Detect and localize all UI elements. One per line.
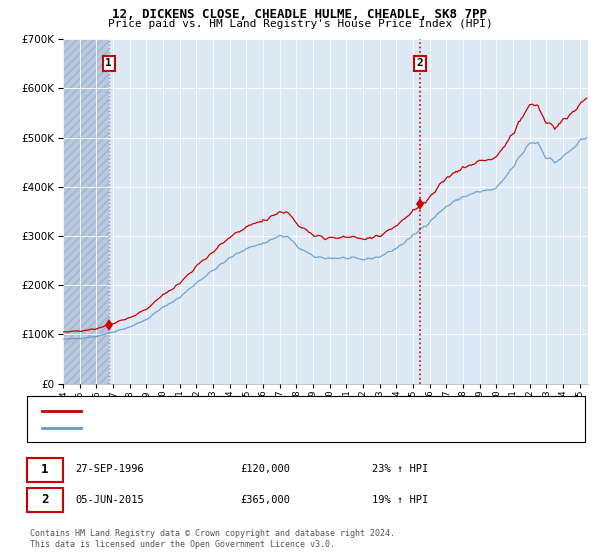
- Text: 1: 1: [41, 463, 49, 476]
- Text: 2: 2: [417, 58, 424, 68]
- Text: 2: 2: [41, 493, 49, 506]
- Bar: [63, 39, 109, 384]
- Text: £120,000: £120,000: [240, 464, 290, 474]
- Text: 27-SEP-1996: 27-SEP-1996: [75, 464, 144, 474]
- Text: £365,000: £365,000: [240, 494, 290, 505]
- Text: 19% ↑ HPI: 19% ↑ HPI: [372, 494, 428, 505]
- Text: 05-JUN-2015: 05-JUN-2015: [75, 494, 144, 505]
- Text: HPI: Average price, detached house, Stockport: HPI: Average price, detached house, Stoc…: [90, 423, 355, 433]
- Text: 12, DICKENS CLOSE, CHEADLE HULME, CHEADLE, SK8 7PP: 12, DICKENS CLOSE, CHEADLE HULME, CHEADL…: [113, 8, 487, 21]
- Text: 23% ↑ HPI: 23% ↑ HPI: [372, 464, 428, 474]
- Text: 1: 1: [106, 58, 112, 68]
- Text: Price paid vs. HM Land Registry's House Price Index (HPI): Price paid vs. HM Land Registry's House …: [107, 19, 493, 29]
- Text: 12, DICKENS CLOSE, CHEADLE HULME, CHEADLE, SK8 7PP (detached house): 12, DICKENS CLOSE, CHEADLE HULME, CHEADL…: [90, 405, 484, 416]
- Text: Contains HM Land Registry data © Crown copyright and database right 2024.
This d: Contains HM Land Registry data © Crown c…: [30, 529, 395, 549]
